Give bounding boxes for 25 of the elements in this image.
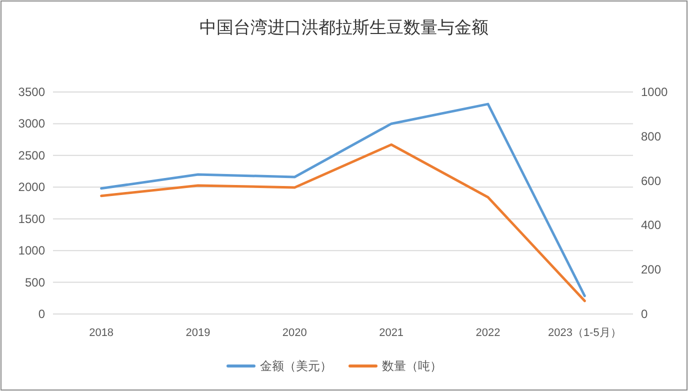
- y-tick-label: 1500: [18, 212, 46, 226]
- y2-tick-label: 600: [641, 174, 662, 188]
- legend-label: 数量（吨）: [382, 359, 442, 373]
- y-tick-label: 2000: [18, 180, 46, 194]
- x-tick-label: 2022: [476, 327, 500, 339]
- y-tick-label: 3000: [18, 116, 46, 131]
- y-tick-label: 1000: [18, 244, 46, 258]
- x-tick-label: 2019: [186, 327, 210, 339]
- y2-tick-label: 0: [641, 307, 648, 321]
- y-tick-label: 2500: [18, 148, 46, 162]
- line-series: [100, 102, 586, 298]
- y-tick-label: 3500: [18, 85, 46, 99]
- y2-tick-label: 1000: [641, 85, 668, 99]
- x-tick-label: 2023（1-5月）: [548, 327, 622, 339]
- y2-tick-label: 200: [641, 262, 662, 277]
- y-tick-label: 500: [24, 275, 46, 290]
- chart-title: 中国台湾进口洪都拉斯生豆数量与金额: [200, 18, 488, 37]
- legend-label: 金额（美元）: [260, 359, 332, 373]
- x-tick-label: 2021: [379, 327, 404, 339]
- line-series: [100, 143, 586, 302]
- y2-tick-label: 400: [641, 218, 662, 232]
- x-tick-label: 2020: [282, 327, 307, 339]
- x-tick-label: 2018: [89, 327, 114, 339]
- y2-tick-label: 800: [641, 129, 662, 144]
- y-tick-label: 0: [38, 307, 46, 321]
